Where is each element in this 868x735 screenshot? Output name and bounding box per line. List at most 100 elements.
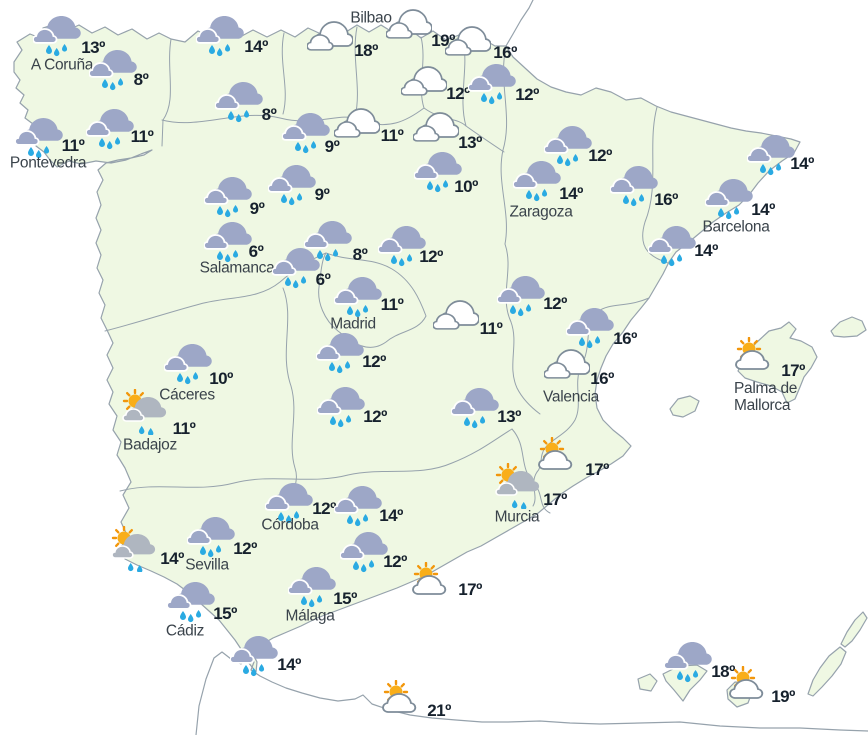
rain-cloud-icon [566, 306, 614, 350]
temperature-label: 18º [711, 662, 735, 681]
city-label: Zaragoza [509, 203, 573, 221]
rain-cloud-icon [89, 48, 137, 92]
temperature-label: 12º [446, 84, 470, 103]
clouds-icon [334, 108, 380, 146]
sun-rain-cloud-icon [495, 463, 543, 509]
temperature-label: 10º [209, 369, 233, 388]
temperature-label: 16º [493, 43, 517, 62]
temperature-label: 13º [497, 407, 521, 426]
temperature-label: 14º [694, 241, 718, 260]
rain-cloud-icon [86, 107, 134, 151]
temperature-label: 16º [654, 190, 678, 209]
ibiza-island [669, 395, 700, 418]
clouds-icon [307, 21, 353, 59]
rain-cloud-icon [664, 640, 712, 684]
city-label: Murcia [494, 508, 540, 526]
rain-cloud-icon [272, 246, 320, 290]
rain-cloud-icon [334, 484, 382, 528]
temperature-label: 12º [419, 247, 443, 266]
lanzarote-island [840, 611, 868, 648]
rain-cloud-icon [317, 385, 365, 429]
rain-cloud-icon [513, 159, 561, 203]
temperature-label: 17º [585, 460, 609, 479]
rain-cloud-icon [340, 530, 388, 574]
temperature-label: 16º [590, 369, 614, 388]
clouds-icon [413, 112, 459, 150]
temperature-label: 14º [559, 184, 583, 203]
temperature-label: 6º [248, 242, 264, 261]
rain-cloud-icon [747, 133, 795, 177]
temperature-label: 11º [380, 126, 404, 145]
sun-rain-cloud-icon [111, 526, 159, 572]
temperature-label: 12º [515, 85, 539, 104]
temperature-label: 12º [588, 146, 612, 165]
rain-cloud-icon [187, 515, 235, 559]
rain-cloud-icon [204, 220, 252, 264]
temperature-label: 14º [790, 154, 814, 173]
temperature-label: 19º [771, 687, 795, 706]
rain-cloud-icon [451, 386, 499, 430]
temperature-label: 13º [458, 133, 482, 152]
temperature-label: 17º [543, 490, 567, 509]
temperature-label: 17º [458, 580, 482, 599]
sun-rain-cloud-icon [122, 389, 170, 435]
clouds-icon [386, 9, 432, 47]
temperature-label: 8º [352, 245, 368, 264]
temperature-label: 12º [233, 539, 257, 558]
rain-cloud-icon [334, 275, 382, 319]
rain-cloud-icon [33, 14, 81, 58]
city-label: Cádiz [165, 622, 205, 640]
city-label: Palma de Mallorca [734, 380, 798, 414]
rain-cloud-icon [282, 111, 330, 155]
temperature-label: 15º [213, 604, 237, 623]
city-label: Cáceres [159, 386, 215, 404]
rain-cloud-icon [648, 224, 696, 268]
temperature-label: 11º [479, 319, 503, 338]
temperature-label: 14º [244, 37, 268, 56]
city-label: Sevilla [185, 556, 229, 574]
city-label: Valencia [543, 388, 599, 406]
temperature-label: 8º [133, 70, 149, 89]
rain-cloud-icon [215, 80, 263, 124]
temperature-label: 12º [543, 294, 567, 313]
rain-cloud-icon [705, 177, 753, 221]
temperature-label: 10º [454, 177, 478, 196]
city-label: Badajoz [123, 436, 177, 454]
city-label: Málaga [285, 607, 335, 625]
rain-cloud-icon [230, 634, 278, 678]
city-label: Madrid [330, 315, 376, 333]
clouds-icon [544, 349, 590, 387]
sun-cloud-icon [411, 562, 457, 602]
temperature-label: 18º [354, 41, 378, 60]
temperature-label: 14º [277, 655, 301, 674]
temperature-label: 11º [380, 295, 404, 314]
temperature-label: 11º [172, 419, 196, 438]
temperature-label: 12º [362, 352, 386, 371]
rain-cloud-icon [196, 14, 244, 58]
temperature-label: 15º [333, 589, 357, 608]
la-gomera-island [637, 673, 658, 692]
temperature-label: 12º [312, 499, 336, 518]
temperature-label: 11º [130, 127, 154, 146]
clouds-icon [433, 300, 479, 338]
rain-cloud-icon [288, 565, 336, 609]
rain-cloud-icon [468, 62, 516, 106]
temperature-label: 16º [613, 329, 637, 348]
city-label: Córdoba [261, 516, 319, 534]
temperature-label: 14º [160, 549, 184, 568]
temperature-label: 12º [363, 407, 387, 426]
city-label: Bilbao [350, 9, 392, 27]
sun-cloud-icon [734, 337, 780, 377]
france-coastline [505, 0, 534, 47]
rain-cloud-icon [610, 164, 658, 208]
temperature-label: 13º [81, 38, 105, 57]
city-label: Barcelona [702, 218, 770, 236]
temperature-label: 9º [314, 185, 330, 204]
rain-cloud-icon [316, 331, 364, 375]
rain-cloud-icon [167, 580, 215, 624]
temperature-label: 6º [315, 270, 331, 289]
mallorca-island [737, 321, 818, 404]
